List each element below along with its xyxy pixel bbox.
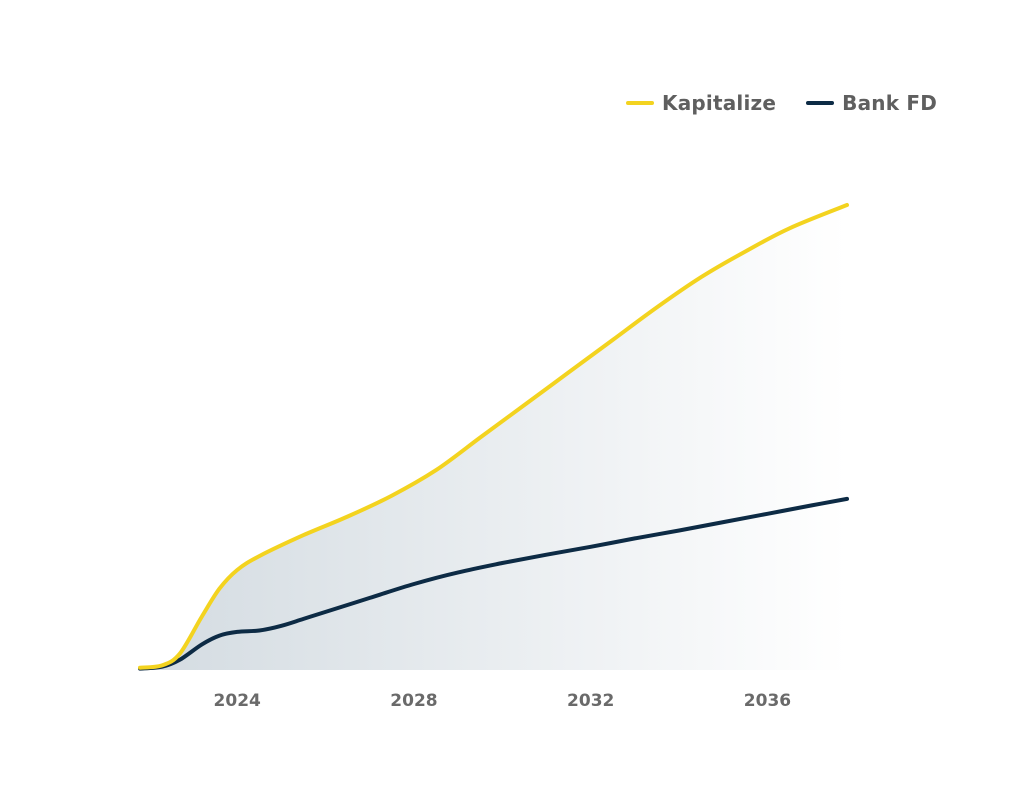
x-tick-label: 2028 xyxy=(390,691,437,711)
legend-item-kapitalize[interactable]: Kapitalize xyxy=(626,91,776,115)
x-tick-label: 2032 xyxy=(567,691,614,711)
series-line-kapitalize xyxy=(138,203,849,670)
legend-item-bank-fd[interactable]: Bank FD xyxy=(806,91,937,115)
legend-label-bank-fd: Bank FD xyxy=(842,91,938,115)
x-tick-label: 2024 xyxy=(214,691,261,711)
legend: Kapitalize Bank FD xyxy=(626,91,937,115)
x-tick-label: 2036 xyxy=(744,691,791,711)
series-line-bank-fd xyxy=(138,496,849,671)
legend-label-kapitalize: Kapitalize xyxy=(662,91,777,115)
legend-swatch-kapitalize xyxy=(626,101,654,105)
area-between-series xyxy=(140,205,847,670)
x-axis-ticks: 2024 2028 2032 2036 xyxy=(214,691,792,711)
legend-swatch-bank-fd xyxy=(806,101,835,105)
